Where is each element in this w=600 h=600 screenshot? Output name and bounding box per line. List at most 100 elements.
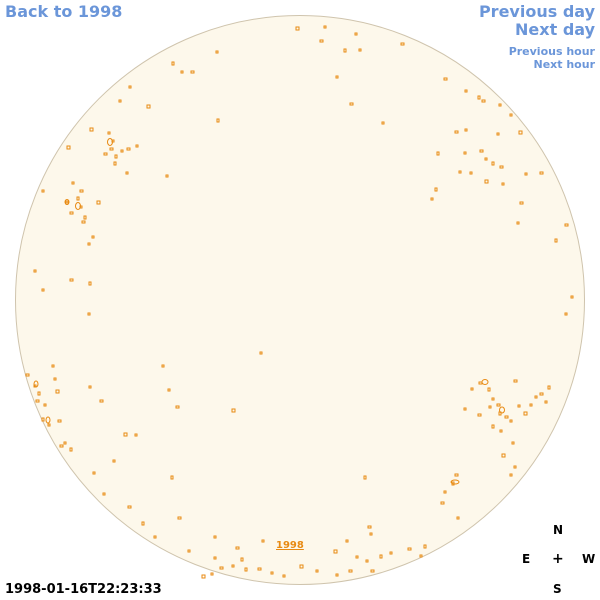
sunspot-mark	[464, 128, 468, 132]
sunspot-mark	[434, 187, 438, 192]
sunspot-mark	[79, 189, 84, 193]
next-day-link[interactable]: Next day	[515, 20, 595, 39]
sunspot-mark	[481, 99, 486, 103]
sunspot-mark	[430, 197, 434, 201]
sunspot-mark	[454, 130, 459, 134]
back-to-year-link[interactable]: Back to 1998	[5, 2, 123, 21]
sunspot-mark	[477, 413, 482, 417]
sunspot-mark	[87, 312, 91, 316]
year-link[interactable]: 1998	[276, 540, 304, 551]
sunspot-mark	[440, 501, 445, 505]
sunspot-mark	[141, 521, 145, 526]
sunspot-mark	[547, 385, 551, 390]
sunspot-mark	[539, 171, 544, 175]
sunspot-mark	[499, 406, 505, 414]
sunspot-mark	[354, 32, 358, 36]
sunspot-mark	[496, 403, 501, 407]
sunspot-mark	[53, 377, 57, 381]
sunspot-mark	[175, 405, 180, 409]
compass-center-icon: +	[552, 551, 564, 567]
sunspot-mark	[161, 364, 165, 368]
sunspot-mark	[423, 544, 427, 549]
sunspot-mark	[458, 170, 462, 174]
sunspot-mark	[315, 569, 319, 573]
sunspot-mark	[516, 221, 520, 225]
sunspot-mark	[187, 549, 191, 553]
sunspot-mark	[55, 389, 60, 394]
sunspot-mark	[201, 574, 206, 579]
sunspot-mark	[496, 132, 500, 136]
sunspot-mark	[37, 391, 41, 396]
sunspot-mark	[210, 572, 214, 576]
sunspot-mark	[345, 539, 349, 543]
sunspot-mark	[81, 220, 86, 224]
sunspot-mark	[469, 171, 473, 175]
sunspot-mark	[125, 171, 129, 175]
sunspot-mark	[323, 25, 327, 29]
sunspot-mark	[365, 559, 369, 563]
sunspot-mark	[120, 149, 124, 153]
sunspot-mark	[509, 113, 513, 117]
sunspot-mark	[259, 351, 263, 355]
sunspot-mark	[509, 473, 513, 477]
sunspot-mark	[491, 424, 495, 429]
sunspot-mark	[511, 441, 515, 445]
sunspot-mark	[75, 202, 81, 210]
sunspot-mark	[45, 416, 51, 424]
sunspot-mark	[240, 557, 244, 562]
sunspot-mark	[167, 388, 171, 392]
sunspot-mark	[523, 411, 528, 416]
sunspot-mark	[443, 77, 448, 81]
sunspot-mark	[118, 99, 122, 103]
sunspot-mark	[517, 404, 521, 408]
sunspot-mark	[400, 42, 405, 46]
sunspot-mark	[270, 571, 274, 575]
sunspot-mark	[513, 465, 517, 469]
sunspot-mark	[165, 174, 169, 178]
sunspot-mark	[134, 433, 138, 437]
sunspot-mark	[114, 154, 118, 159]
sunspot-mark	[499, 429, 503, 433]
sunspot-mark	[363, 475, 367, 480]
sunspot-mark	[367, 525, 372, 529]
sunspot-mark	[33, 269, 37, 273]
sunspot-mark	[524, 172, 528, 176]
sunspot-mark	[123, 432, 128, 437]
sunspot-mark	[544, 400, 548, 404]
sunspot-mark	[570, 295, 574, 299]
sunspot-mark	[488, 405, 492, 409]
sunspot-mark	[564, 312, 568, 316]
sunspot-mark	[348, 569, 353, 573]
previous-day-link[interactable]: Previous day	[478, 2, 595, 21]
sunspot-mark	[498, 103, 502, 107]
sunspot-mark	[66, 145, 71, 150]
sunspot-mark	[65, 200, 69, 204]
sunspot-mark	[295, 26, 300, 31]
sunspot-mark	[146, 104, 151, 109]
sunspot-mark	[96, 200, 101, 205]
next-hour-link[interactable]: Next hour	[533, 58, 596, 71]
sunspot-mark	[69, 211, 74, 215]
sunspot-mark	[501, 453, 506, 458]
sunspot-mark	[41, 288, 45, 292]
sunspot-mark	[477, 95, 481, 100]
sunspot-mark	[64, 199, 70, 205]
sunspot-mark	[41, 189, 45, 193]
sunspot-mark	[213, 556, 217, 560]
sunspot-mark	[479, 149, 484, 153]
sunspot-mark	[113, 161, 117, 166]
sunspot-mark	[349, 102, 354, 106]
sunspot-mark	[71, 181, 75, 185]
sunspot-mark	[47, 423, 51, 427]
sunspot-mark	[91, 235, 95, 239]
sunspot-mark	[539, 392, 544, 396]
sunspot-mark	[369, 532, 373, 536]
sunspot-mark	[219, 566, 224, 570]
sunspot-mark	[135, 144, 139, 148]
sunspot-mark	[88, 385, 92, 389]
previous-hour-link[interactable]: Previous hour	[508, 45, 595, 58]
sunspot-mark	[231, 564, 235, 568]
sunspot-mark	[509, 419, 513, 423]
sunspot-mark	[51, 364, 55, 368]
sunspot-mark	[484, 157, 488, 161]
